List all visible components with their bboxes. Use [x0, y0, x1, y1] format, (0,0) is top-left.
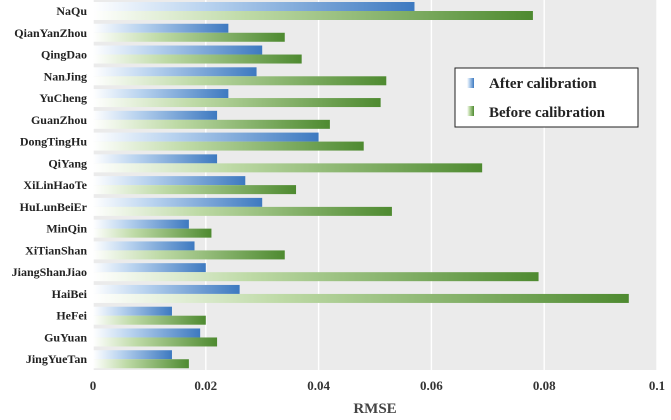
category-label: DongTingHu — [20, 135, 87, 149]
bar-after-calibration — [93, 263, 206, 273]
bar-before-calibration — [93, 76, 387, 86]
category-label: HeFei — [56, 309, 87, 323]
bar-before-calibration — [93, 359, 189, 369]
bar-before-calibration — [93, 141, 364, 151]
category-label: QianYanZhou — [14, 26, 87, 40]
category-label: QingDao — [41, 48, 87, 62]
bar-before-calibration — [93, 228, 212, 238]
category-labels: NaQu QianYanZhou QingDao NanJing YuCheng Guan… — [12, 4, 88, 366]
bar-after-calibration — [93, 350, 172, 360]
bar-before-calibration — [93, 337, 218, 347]
legend-swatch-after — [467, 78, 474, 88]
bar-after-calibration — [93, 89, 229, 99]
bar-before-calibration — [93, 32, 285, 42]
bar-after-calibration — [93, 45, 263, 55]
legend-box — [454, 67, 639, 128]
category-label: NaQu — [56, 4, 87, 18]
bar-after-calibration — [93, 2, 415, 11]
category-label: JiangShanJiao — [12, 265, 87, 279]
legend: After calibration Before calibration — [454, 67, 639, 128]
bar-after-calibration — [93, 306, 172, 316]
x-tick-label: 0.04 — [307, 378, 330, 393]
bar-after-calibration — [93, 241, 195, 251]
bar-after-calibration — [93, 176, 246, 186]
x-tick-label: 0.02 — [194, 378, 217, 393]
bar-before-calibration — [93, 293, 629, 303]
bar-after-calibration — [93, 67, 257, 77]
bar-before-calibration — [93, 11, 533, 20]
bar-before-calibration — [93, 119, 330, 129]
legend-swatch-before — [467, 106, 474, 116]
legend-label-before: Before calibration — [489, 105, 606, 121]
bar-before-calibration — [93, 315, 206, 325]
x-tick-labels: 0 0.02 0.04 0.06 0.08 0.1 — [90, 378, 665, 393]
bar-before-calibration — [93, 250, 285, 260]
category-label: QiYang — [48, 156, 87, 170]
bar-before-calibration — [93, 98, 381, 108]
bar-before-calibration — [93, 206, 392, 216]
x-axis-title: RMSE — [353, 401, 396, 417]
category-label: XiTianShan — [25, 243, 87, 257]
category-label: XiLinHaoTe — [23, 178, 87, 192]
category-label: GuYuan — [44, 330, 87, 344]
category-label: YuCheng — [39, 91, 87, 105]
bar-before-calibration — [93, 185, 297, 195]
bar-after-calibration — [93, 284, 240, 294]
bar-after-calibration — [93, 132, 319, 142]
bars — [93, 2, 629, 369]
x-tick-label: 0.06 — [420, 378, 443, 393]
bar-before-calibration — [93, 272, 539, 282]
bar-before-calibration — [93, 54, 302, 64]
category-label: GuanZhou — [31, 113, 87, 127]
category-label: MinQin — [46, 222, 87, 236]
bar-before-calibration — [93, 163, 483, 173]
bar-after-calibration — [93, 328, 201, 338]
category-label: HuLunBeiEr — [20, 200, 88, 214]
legend-label-after: After calibration — [489, 76, 597, 92]
bar-after-calibration — [93, 197, 263, 207]
bar-after-calibration — [93, 110, 218, 120]
category-label: HaiBei — [52, 287, 88, 301]
bar-after-calibration — [93, 219, 189, 229]
category-label: JingYueTan — [26, 352, 87, 366]
category-label: NanJing — [44, 69, 87, 83]
bar-after-calibration — [93, 23, 229, 33]
x-tick-label: 0.08 — [533, 378, 556, 393]
x-tick-label: 0 — [90, 378, 97, 393]
x-tick-label: 0.1 — [649, 378, 665, 393]
bar-after-calibration — [93, 154, 218, 164]
